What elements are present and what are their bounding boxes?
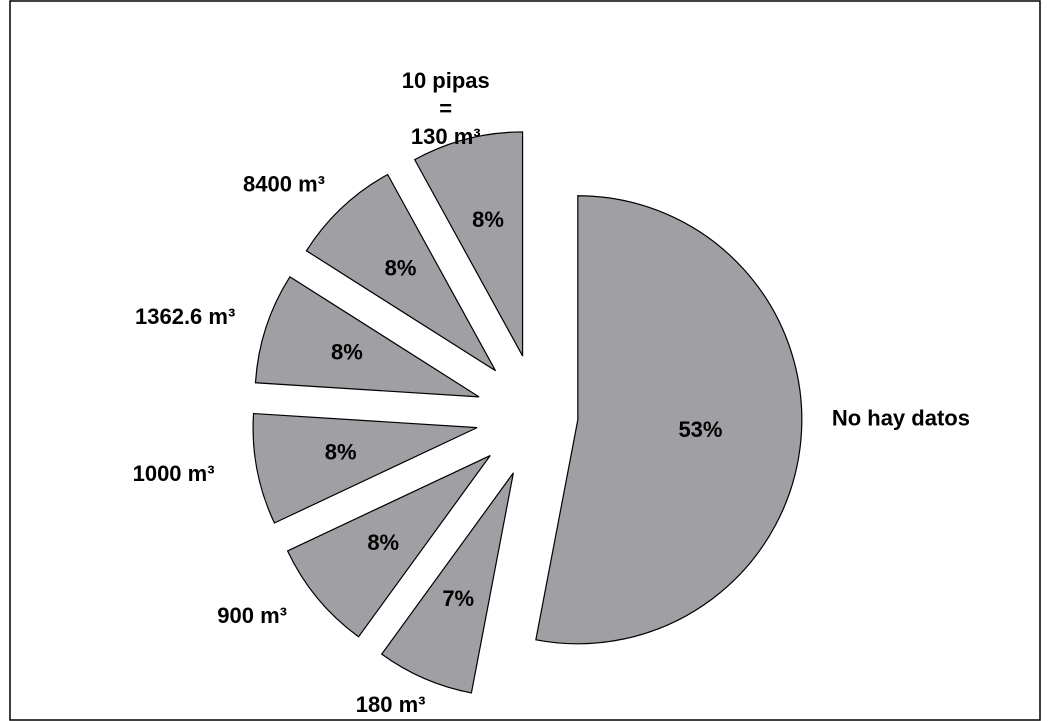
category-label: No hay datos (832, 406, 970, 431)
value-label: 8% (385, 255, 417, 280)
category-label: 1362.6 m³ (135, 304, 235, 329)
category-label: 1000 m³ (133, 461, 215, 486)
frame (9, 0, 1041, 721)
value-label: 8% (472, 207, 504, 232)
pie-slice (254, 275, 480, 398)
pie-slice (305, 173, 497, 372)
value-label: 8% (325, 439, 357, 464)
category-label: 8400 m³ (243, 171, 325, 196)
category-label: 180 m³ (356, 692, 426, 717)
pie-slice (380, 472, 514, 694)
pie-slice (252, 412, 478, 524)
value-label: 8% (367, 530, 399, 555)
value-label: 7% (442, 586, 474, 611)
value-label: 8% (331, 340, 363, 365)
pie-slice (535, 195, 803, 645)
category-label: 900 m³ (217, 603, 287, 628)
category-label: 10 pipas = 130 m³ (402, 68, 490, 149)
pie-slice (286, 454, 491, 638)
pie-slice (413, 131, 524, 357)
value-label: 53% (678, 417, 722, 442)
